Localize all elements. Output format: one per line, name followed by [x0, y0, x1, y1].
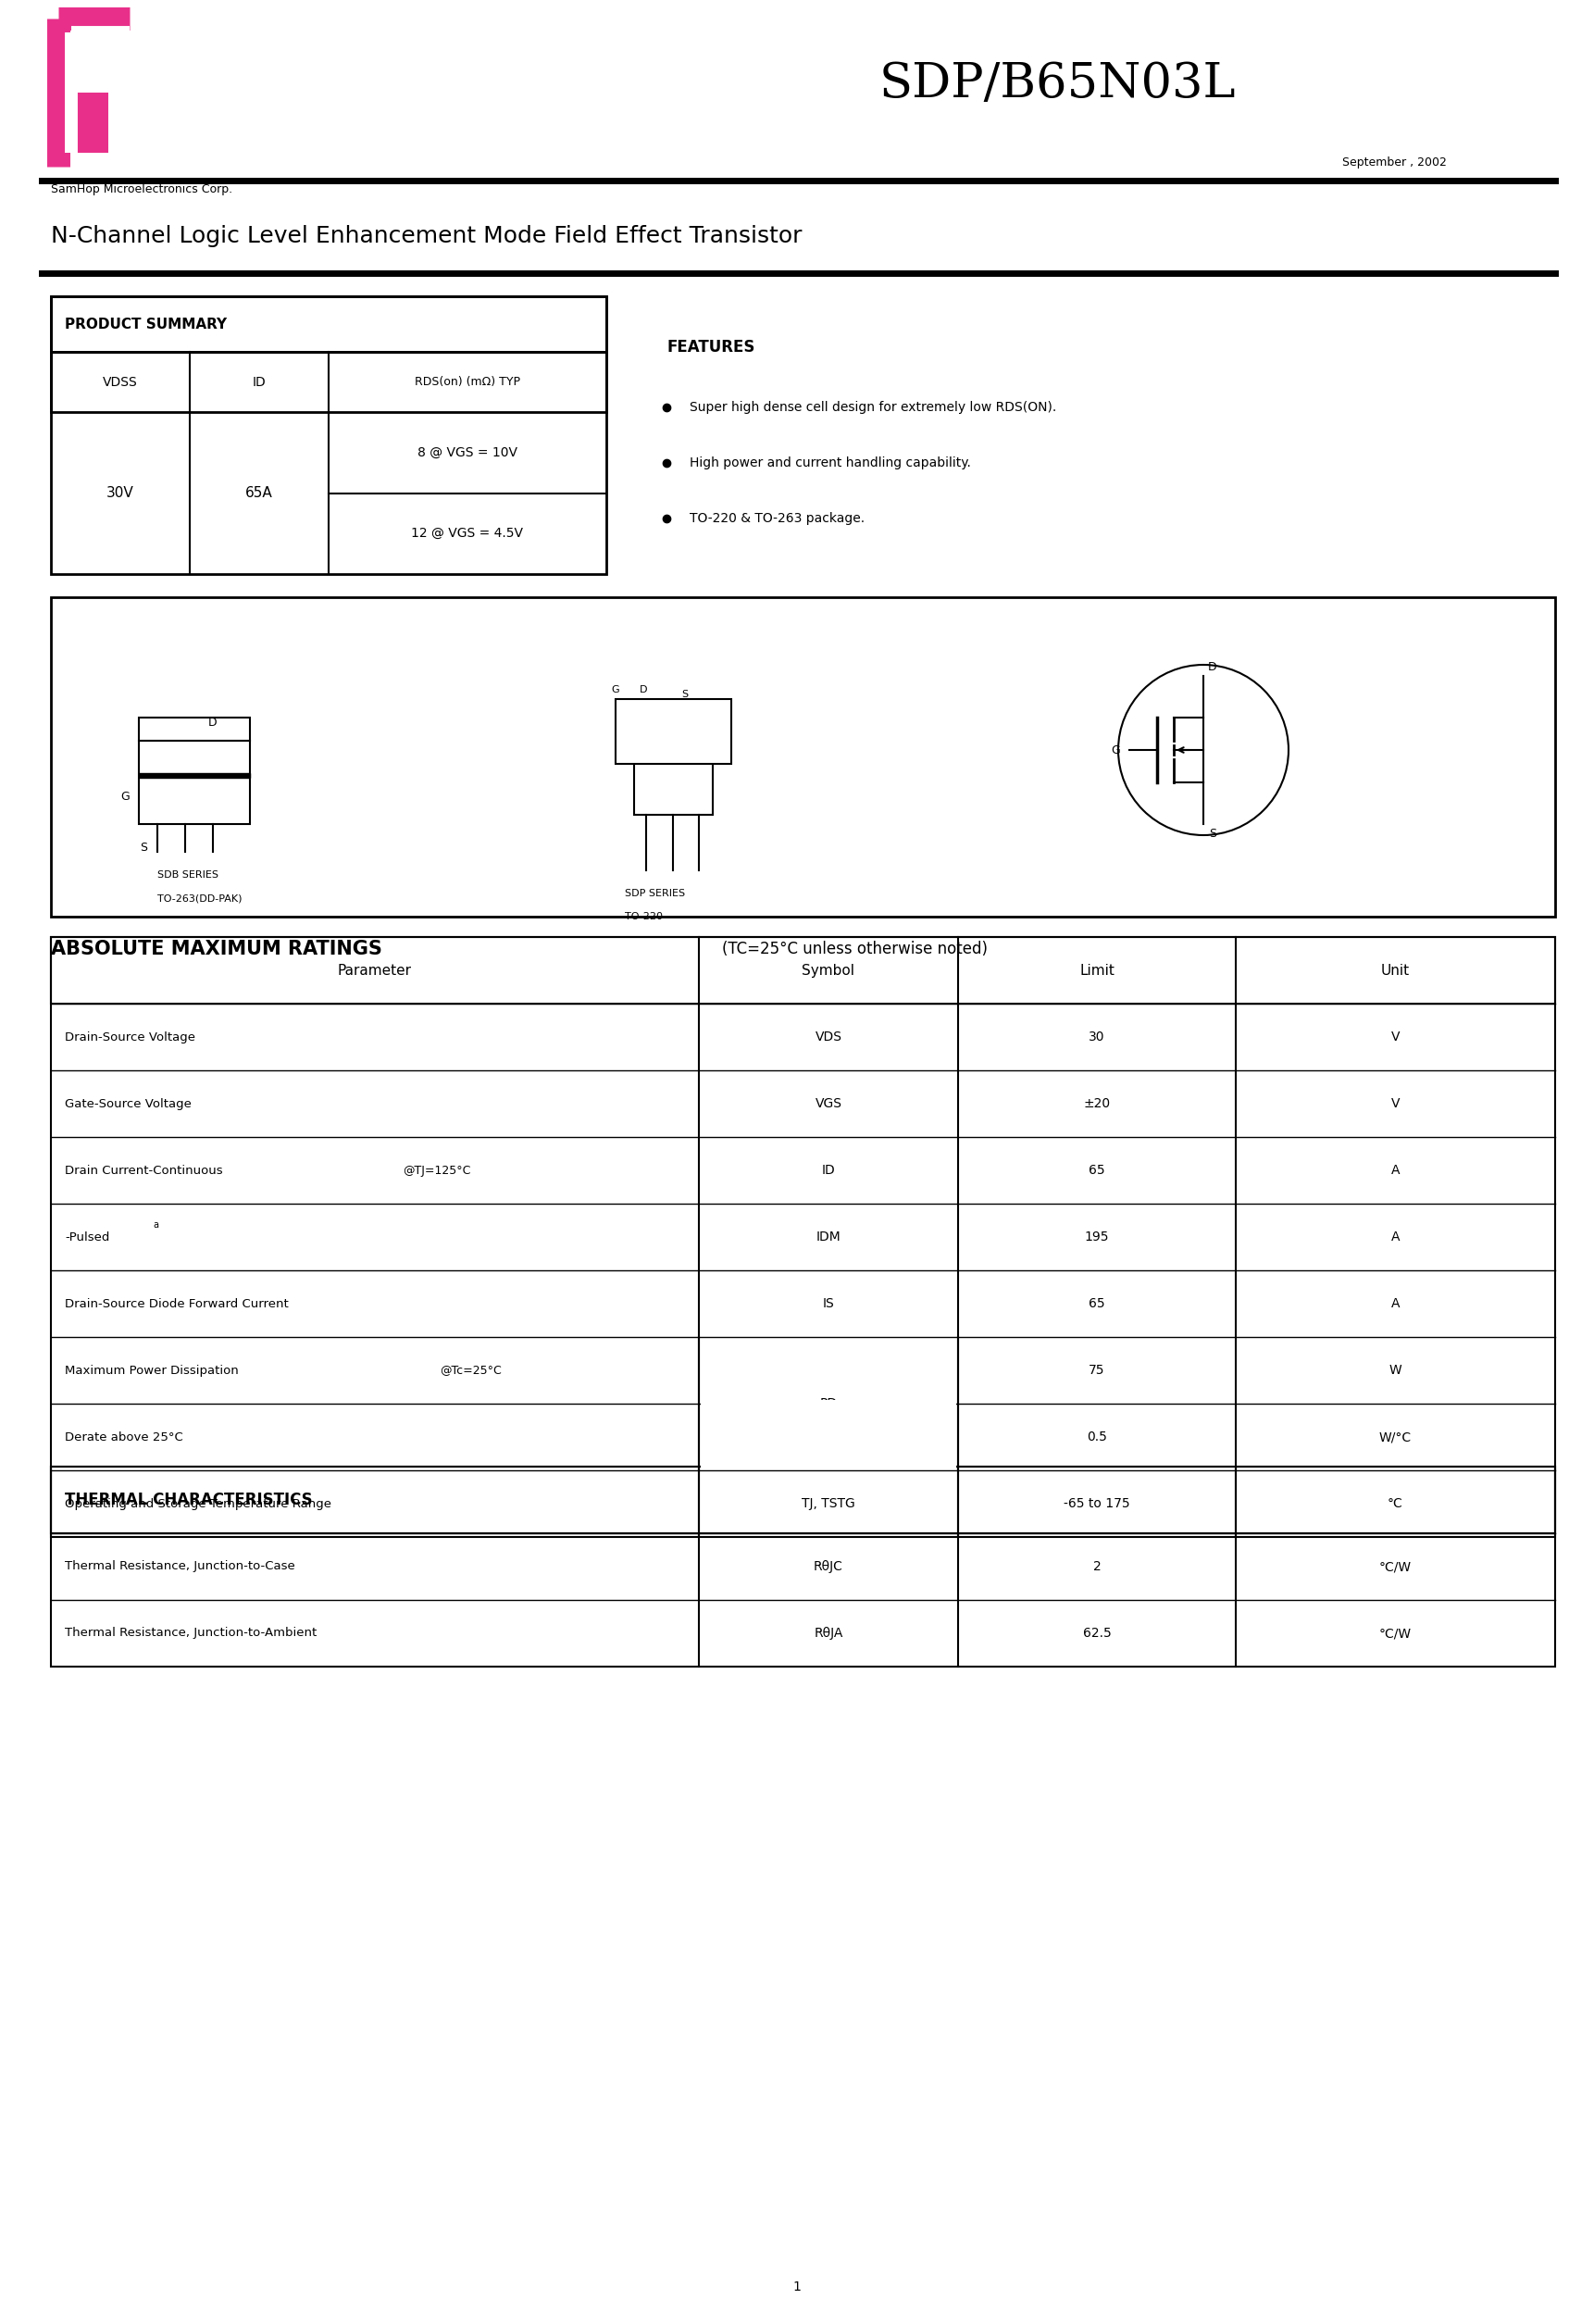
Text: G: G [121, 790, 129, 802]
Text: N-Channel Logic Level Enhancement Mode Field Effect Transistor: N-Channel Logic Level Enhancement Mode F… [51, 225, 802, 246]
Text: THERMAL CHARACTERISTICS: THERMAL CHARACTERISTICS [65, 1492, 312, 1508]
Text: ±20: ±20 [1084, 1097, 1111, 1111]
Text: 195: 195 [1084, 1229, 1109, 1243]
Text: W: W [1388, 1364, 1401, 1376]
Text: High power and current handling capability.: High power and current handling capabili… [690, 456, 971, 469]
Text: TO-220: TO-220 [625, 911, 663, 920]
Text: Symbol: Symbol [802, 964, 854, 978]
Text: TJ, TSTG: TJ, TSTG [802, 1497, 856, 1511]
Bar [139, 741, 250, 825]
Text: 30V: 30V [107, 486, 134, 500]
Text: SamHop Microelectronics Corp.: SamHop Microelectronics Corp. [51, 184, 233, 195]
Text: VDS: VDS [815, 1030, 842, 1043]
Text: ABSOLUTE MAXIMUM RATINGS: ABSOLUTE MAXIMUM RATINGS [51, 939, 383, 957]
Text: PD: PD [819, 1397, 837, 1411]
Text: 12 @ VGS = 4.5V: 12 @ VGS = 4.5V [411, 528, 523, 539]
Text: S: S [682, 690, 689, 700]
Text: Operating and Storage Temperature Range: Operating and Storage Temperature Range [65, 1497, 332, 1511]
Text: Maximum Power Dissipation: Maximum Power Dissipation [65, 1364, 239, 1376]
Text: G: G [1111, 744, 1121, 755]
Bar [701, 1399, 956, 1408]
Text: G: G [612, 686, 620, 695]
Bar [139, 774, 250, 779]
Text: -Pulsed: -Pulsed [65, 1232, 110, 1243]
Text: 65: 65 [1089, 1297, 1105, 1311]
Text: SDB SERIES: SDB SERIES [158, 872, 218, 878]
Text: V: V [1392, 1030, 1400, 1043]
Text: TO-263(DD-PAK): TO-263(DD-PAK) [158, 892, 242, 902]
Text: V: V [1392, 1097, 1400, 1111]
Text: a: a [153, 1220, 158, 1229]
Text: (TC=25°C unless otherwise noted): (TC=25°C unless otherwise noted) [722, 941, 988, 957]
Text: SDP/B65N03L: SDP/B65N03L [880, 60, 1237, 107]
Text: °C/W: °C/W [1379, 1627, 1412, 1641]
Text: PRODUCT SUMMARY: PRODUCT SUMMARY [65, 316, 226, 330]
Text: 65A: 65A [245, 486, 273, 500]
Text: SDP SERIES: SDP SERIES [625, 888, 685, 897]
Text: @TJ=125°C: @TJ=125°C [403, 1164, 470, 1176]
Text: ID: ID [821, 1164, 835, 1176]
Text: IS: IS [823, 1297, 834, 1311]
Bar [51, 351, 606, 411]
Text: 2: 2 [1093, 1559, 1101, 1573]
Text: VDSS: VDSS [104, 376, 137, 388]
Text: A: A [1392, 1164, 1400, 1176]
Text: IDM: IDM [816, 1229, 842, 1243]
Text: Thermal Resistance, Junction-to-Case: Thermal Resistance, Junction-to-Case [65, 1562, 295, 1573]
Text: -65 to 175: -65 to 175 [1063, 1497, 1130, 1511]
Bar [634, 737, 713, 816]
Text: TO-220 & TO-263 package.: TO-220 & TO-263 package. [690, 511, 864, 525]
Text: 30: 30 [1089, 1030, 1105, 1043]
Text: D: D [639, 686, 647, 695]
Text: S: S [1208, 827, 1216, 839]
Text: VGS: VGS [815, 1097, 842, 1111]
Text: 1: 1 [792, 2280, 802, 2294]
Text: D: D [1208, 660, 1218, 672]
Text: Drain-Source Voltage: Drain-Source Voltage [65, 1032, 196, 1043]
Text: RθJA: RθJA [815, 1627, 843, 1641]
Text: A: A [1392, 1297, 1400, 1311]
Text: September , 2002: September , 2002 [1342, 156, 1447, 167]
Text: °C: °C [1388, 1497, 1403, 1511]
Text: RθJC: RθJC [813, 1559, 843, 1573]
Text: W/°C: W/°C [1379, 1432, 1412, 1443]
Text: Derate above 25°C: Derate above 25°C [65, 1432, 183, 1443]
Text: 65: 65 [1089, 1164, 1105, 1176]
Text: A: A [1392, 1229, 1400, 1243]
Bar [73, 93, 108, 153]
Bar [51, 597, 1556, 916]
Bar [139, 718, 250, 741]
Text: 0.5: 0.5 [1087, 1432, 1108, 1443]
Text: °C/W: °C/W [1379, 1559, 1412, 1573]
Text: FEATURES: FEATURES [666, 339, 756, 356]
Text: ID: ID [252, 376, 266, 388]
Text: D: D [209, 716, 217, 727]
Text: Gate-Source Voltage: Gate-Source Voltage [65, 1097, 191, 1109]
Text: 8 @ VGS = 10V: 8 @ VGS = 10V [418, 446, 518, 460]
Bar [51, 937, 1556, 1536]
Text: Thermal Resistance, Junction-to-Ambient: Thermal Resistance, Junction-to-Ambient [65, 1627, 317, 1638]
Text: Limit: Limit [1079, 964, 1114, 978]
Bar [51, 295, 606, 574]
Text: PD: PD [819, 1364, 837, 1376]
Text: Parameter: Parameter [338, 964, 411, 978]
Bar [51, 1466, 1556, 1666]
Text: Unit: Unit [1380, 964, 1409, 978]
Text: Super high dense cell design for extremely low RDS(ON).: Super high dense cell design for extreme… [690, 402, 1057, 414]
Text: Drain Current-Continuous: Drain Current-Continuous [65, 1164, 223, 1176]
Bar [51, 937, 1556, 1004]
Text: S: S [140, 841, 147, 853]
Text: 75: 75 [1089, 1364, 1105, 1376]
Bar [51, 1466, 1556, 1534]
Bar [701, 1339, 956, 1469]
Bar [615, 700, 732, 765]
Text: RDS(on) (mΩ) TYP: RDS(on) (mΩ) TYP [414, 376, 520, 388]
Text: 62.5: 62.5 [1082, 1627, 1111, 1641]
Text: Drain-Source Diode Forward Current: Drain-Source Diode Forward Current [65, 1297, 289, 1311]
Text: @Tc=25°C: @Tc=25°C [440, 1364, 502, 1376]
Bar [51, 295, 606, 351]
